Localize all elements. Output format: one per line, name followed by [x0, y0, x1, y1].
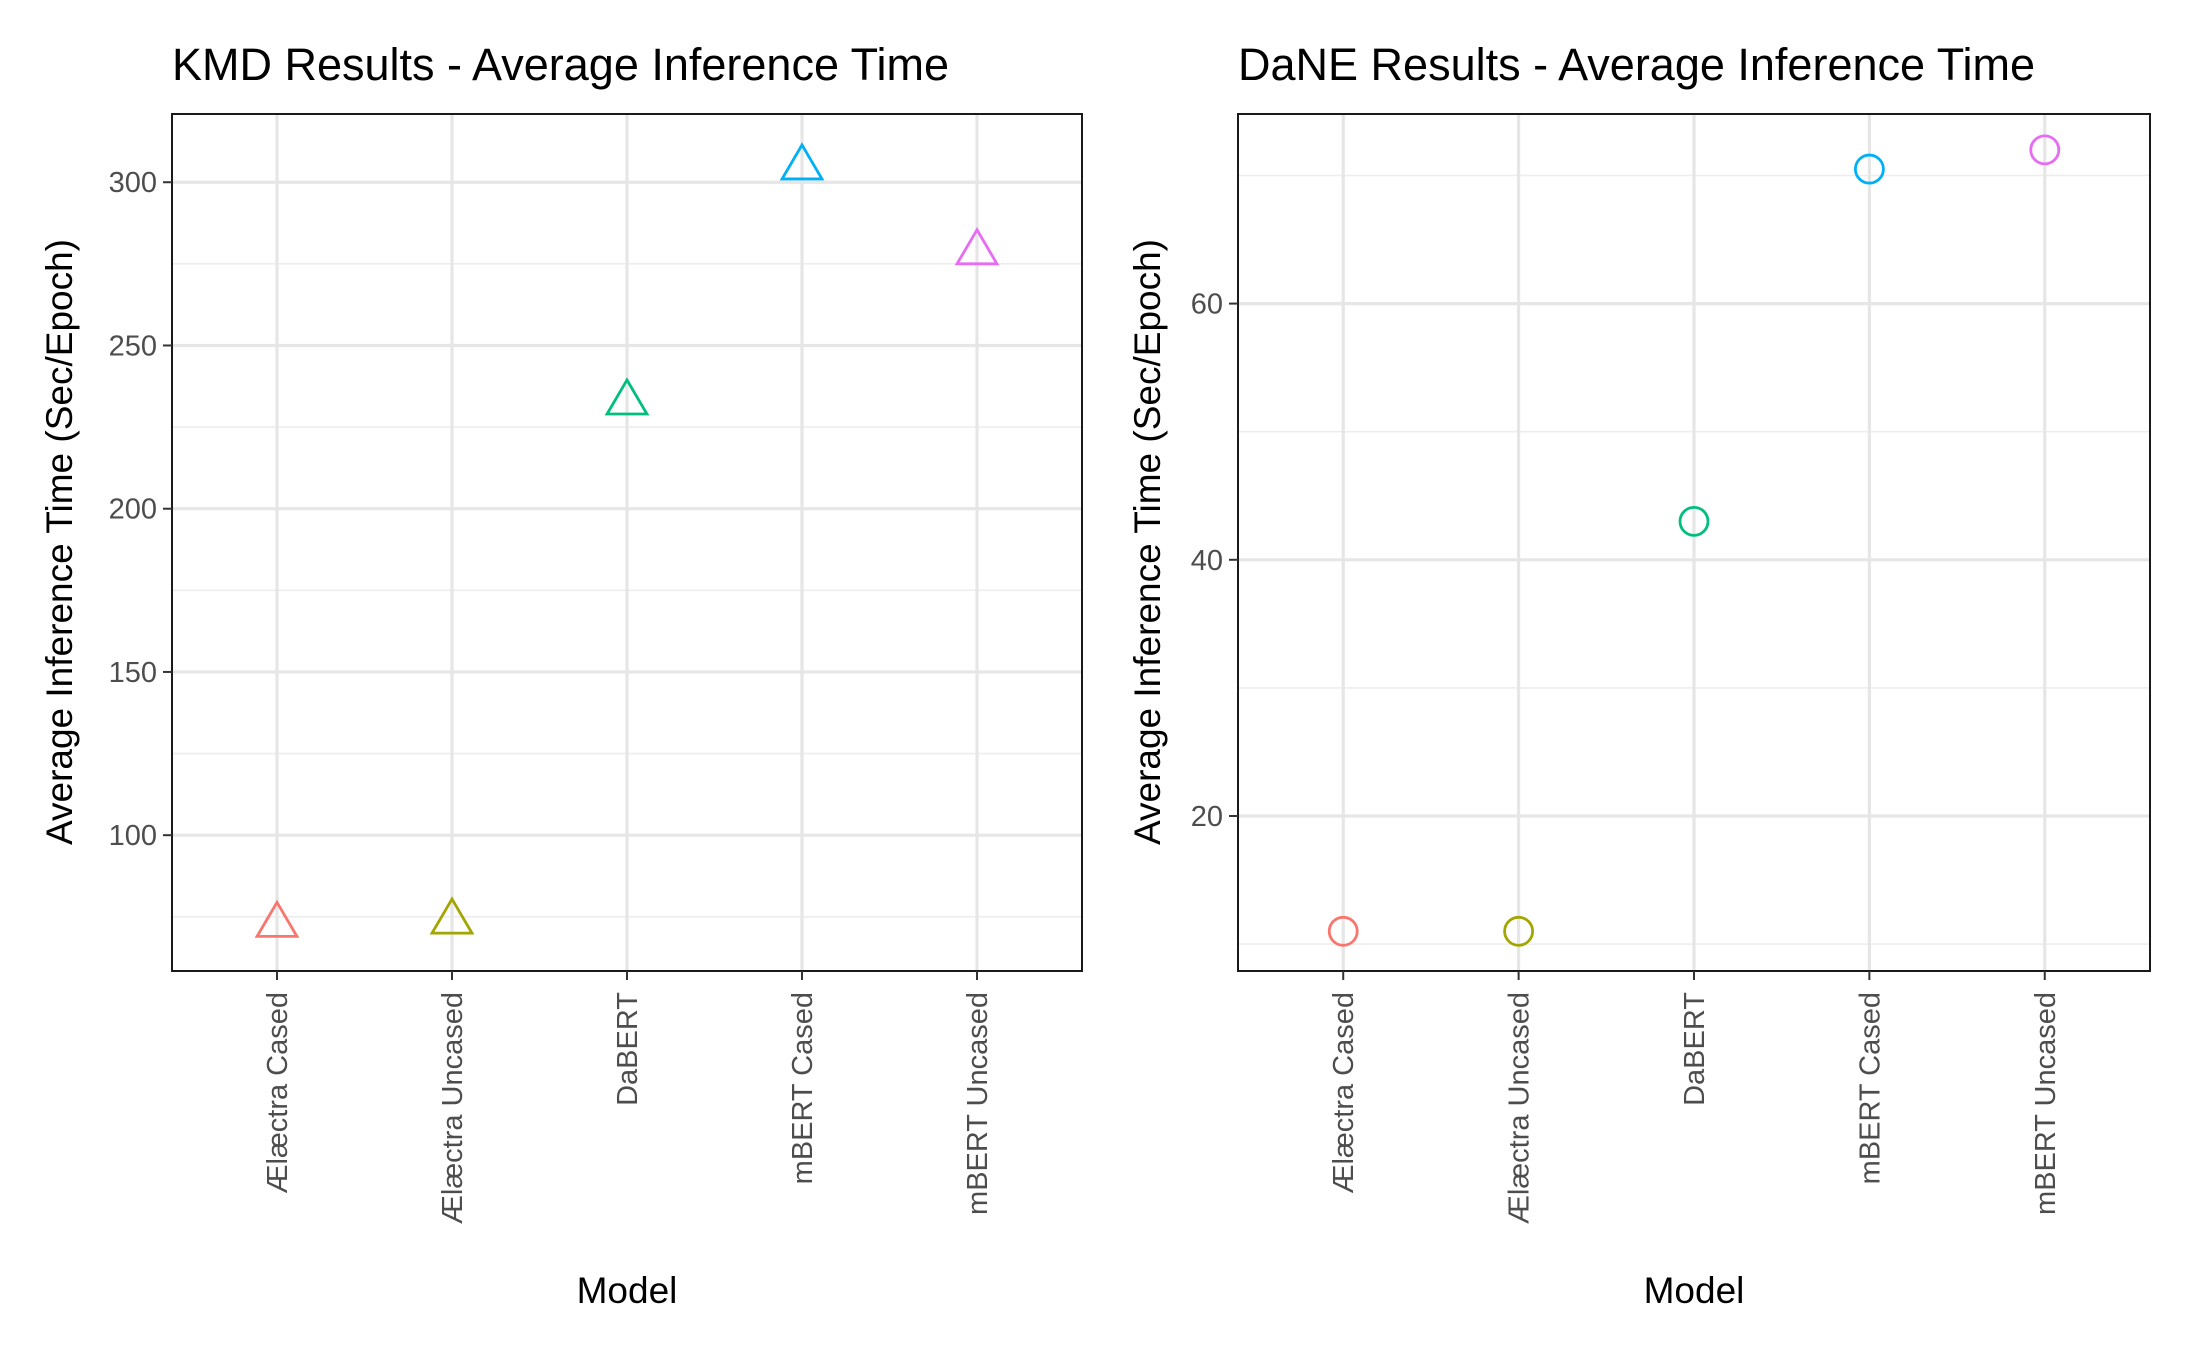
kmd-point-triangle: [429, 896, 475, 935]
dane-point-circle: [2029, 134, 2061, 166]
dane-x-tick-label: mBERT Cased: [1854, 992, 1886, 1184]
kmd-y-axis-title: Average Inference Time (Sec/Epoch): [39, 239, 80, 845]
dane-x-axis-title: Model: [1644, 1270, 1745, 1311]
kmd-point-triangle: [604, 377, 650, 416]
kmd-y-axis: 100 150 200 250 300: [109, 167, 172, 852]
dane-panel: DaNE Results - Average Inference Time 20…: [1127, 39, 2151, 1311]
dane-x-tick-label: DaBERT: [1679, 992, 1711, 1106]
dane-y-axis: 20 40 60: [1191, 289, 1238, 833]
kmd-point-triangle: [779, 142, 825, 181]
dane-point-circle: [1327, 915, 1359, 947]
kmd-chart-title: KMD Results - Average Inference Time: [172, 39, 949, 90]
dane-grid: [1238, 114, 2150, 971]
dane-point-circle: [1678, 505, 1710, 537]
kmd-panel: KMD Results - Average Inference Time 100…: [39, 39, 1083, 1311]
kmd-markers: [254, 142, 1000, 938]
kmd-y-tick-label: 300: [109, 167, 157, 199]
dane-x-axis: Ælæctra Cased Ælæctra Uncased DaBERT mBERT …: [1328, 971, 2062, 1224]
kmd-x-tick-label: mBERT Cased: [787, 992, 819, 1184]
kmd-y-tick-label: 150: [109, 657, 157, 689]
dane-y-tick-label: 60: [1191, 289, 1223, 321]
dane-y-axis-title: Average Inference Time (Sec/Epoch): [1127, 239, 1168, 845]
dane-y-tick-label: 20: [1191, 801, 1223, 833]
kmd-x-tick-label: Ælæctra Uncased: [437, 992, 469, 1224]
dane-markers: [1327, 134, 2061, 947]
kmd-point-triangle: [954, 227, 1000, 266]
kmd-y-tick-label: 250: [109, 330, 157, 362]
dane-x-tick-label: Ælæctra Uncased: [1504, 992, 1536, 1224]
dane-y-tick-label: 40: [1191, 545, 1223, 577]
kmd-x-tick-label: mBERT Uncased: [962, 992, 994, 1215]
dane-point-circle: [1853, 153, 1885, 185]
kmd-grid: [172, 114, 1082, 971]
kmd-y-tick-label: 200: [109, 494, 157, 526]
kmd-x-axis: Ælæctra Cased Ælæctra Uncased DaBERT mBERT …: [262, 971, 994, 1224]
kmd-y-tick-label: 100: [109, 820, 157, 852]
dane-chart-title: DaNE Results - Average Inference Time: [1238, 39, 2035, 90]
kmd-x-axis-title: Model: [577, 1270, 678, 1311]
kmd-x-tick-label: Ælæctra Cased: [262, 992, 294, 1193]
kmd-x-tick-label: DaBERT: [612, 992, 644, 1106]
dane-x-tick-label: Ælæctra Cased: [1328, 992, 1360, 1193]
dane-x-tick-label: mBERT Uncased: [2030, 992, 2062, 1215]
kmd-point-triangle: [254, 899, 300, 938]
dane-point-circle: [1503, 915, 1535, 947]
